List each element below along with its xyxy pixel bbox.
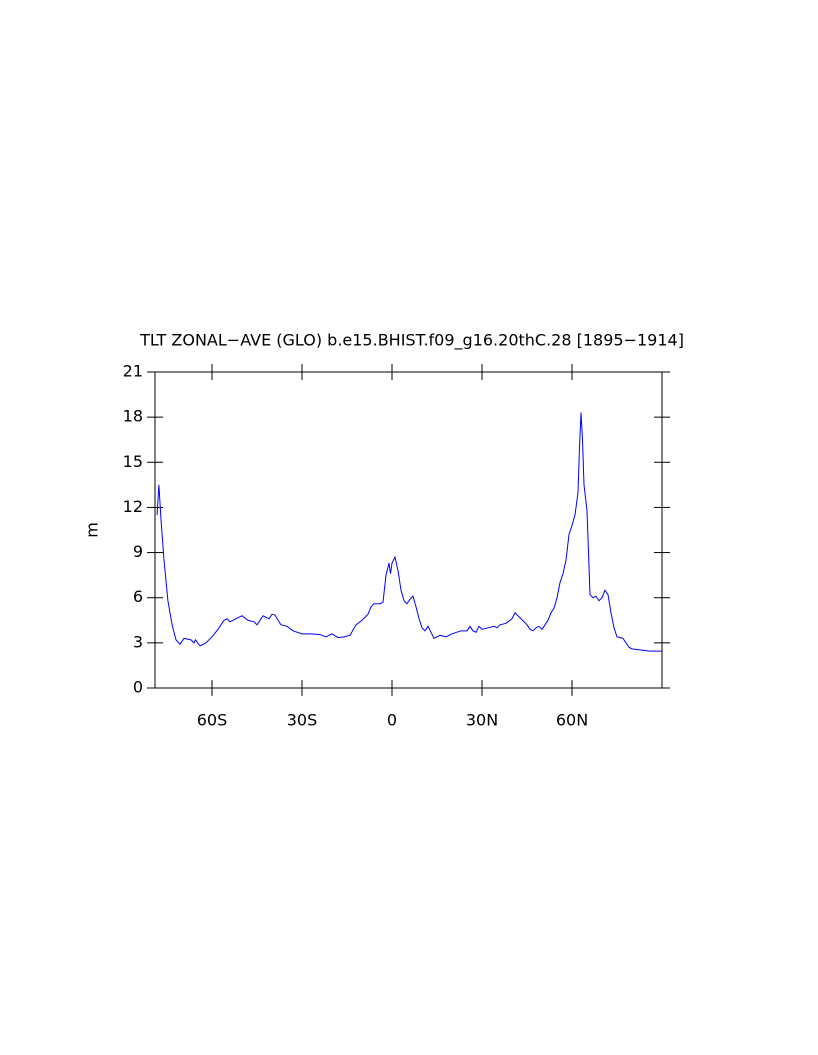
x-tick-label: 0 (387, 711, 397, 730)
y-tick-label: 12 (123, 497, 143, 516)
y-tick-label: 6 (133, 587, 143, 606)
x-tick-label: 30N (466, 711, 498, 730)
chart-title: TLT ZONAL−AVE (GLO) b.e15.BHIST.f09_g16.… (139, 331, 684, 351)
y-axis-label: m (83, 522, 102, 538)
x-tick-label: 60N (556, 711, 588, 730)
data-line (156, 412, 662, 652)
plot-frame (154, 371, 663, 689)
y-tick-label: 18 (123, 407, 143, 426)
y-tick-label: 0 (133, 678, 143, 697)
y-tick-label: 9 (133, 542, 143, 561)
y-tick-label: 21 (123, 362, 143, 381)
y-tick-label: 15 (123, 452, 143, 471)
x-tick-label: 30S (287, 711, 318, 730)
y-tick-label: 3 (133, 632, 143, 651)
x-tick-label: 60S (197, 711, 228, 730)
